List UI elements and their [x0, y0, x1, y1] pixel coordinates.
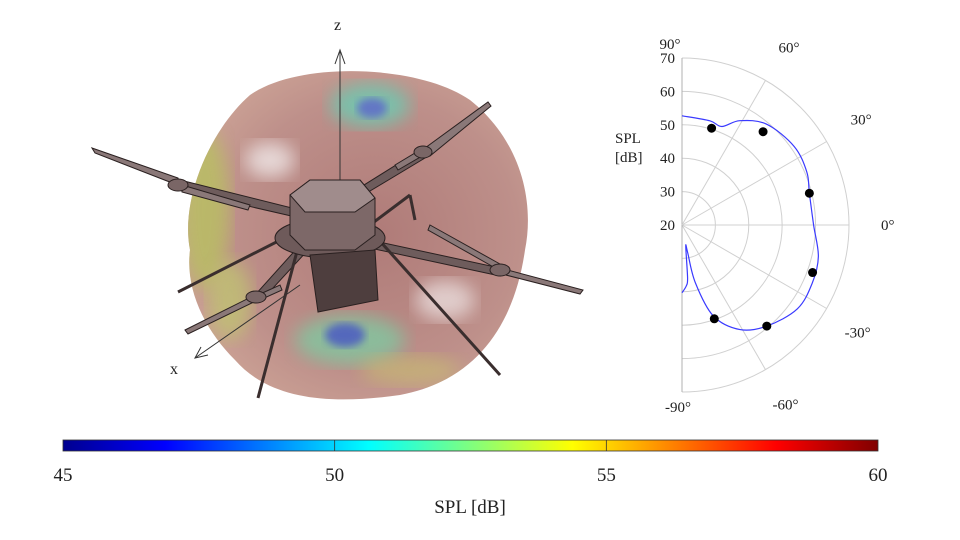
drone-propellers: [90, 101, 584, 335]
angular-tick-label: -60°: [773, 398, 799, 414]
polar-chart: 20 30 40 50 60 70 90° 60° 30° 0° -30° -60° -90° SPL…: [615, 37, 895, 416]
measured-points: [707, 123, 818, 331]
angular-tick-labels: 90° 60° 30° 0° -30° -60° -90°: [660, 37, 895, 416]
radial-tick-labels: 20 30 40 50 60 70: [660, 51, 675, 234]
drone-motors: [167, 145, 511, 304]
x-axis: x: [170, 284, 301, 378]
radial-tick-label: 40: [660, 151, 675, 167]
measured-point: [804, 188, 814, 198]
radial-tick-label: 70: [660, 51, 675, 67]
polar-ylabel-line2: [dB]: [615, 150, 643, 166]
z-axis-label: z: [334, 17, 341, 34]
drone-model: [90, 101, 584, 399]
colorbar-label: SPL [dB]: [434, 497, 506, 518]
colorbar-tick-label: 50: [325, 465, 344, 486]
polar-ylabel-line1: SPL: [615, 131, 641, 147]
colorbar-tick-label: 60: [869, 465, 888, 486]
angular-tick-label: -90°: [665, 400, 691, 416]
colorbar-tick-label: 55: [597, 465, 616, 486]
colorbar-ticks: 45 50 55 60: [54, 440, 888, 486]
angular-gridline: [681, 80, 766, 226]
colorbar-gradient: [62, 439, 879, 452]
polar-grid: [681, 57, 850, 393]
radial-tick-label: 20: [660, 218, 675, 234]
radial-tick-label: 60: [660, 84, 675, 100]
radial-tick-label: 30: [660, 185, 675, 201]
angular-gridline: [681, 141, 827, 226]
drone-body: [274, 179, 386, 313]
angular-gridline: [681, 224, 827, 309]
angular-tick-label: 0°: [881, 218, 895, 234]
angular-tick-label: 30°: [851, 112, 872, 128]
angular-tick-label: 60°: [779, 40, 800, 56]
radial-tick-label: 50: [660, 118, 675, 134]
measured-point: [707, 123, 717, 133]
measured-point: [709, 314, 719, 324]
colorbar-tick-label: 45: [54, 465, 73, 486]
measured-point: [808, 268, 818, 278]
angular-tick-label: 90°: [660, 37, 681, 53]
colorbar: 45 50 55 60 SPL [dB]: [54, 439, 888, 518]
measured-point: [762, 321, 772, 331]
angular-tick-label: -30°: [845, 326, 871, 342]
x-axis-label: x: [170, 361, 178, 378]
measured-point: [758, 127, 768, 137]
angular-gridline: [681, 224, 766, 370]
spl-curve: [681, 115, 819, 331]
